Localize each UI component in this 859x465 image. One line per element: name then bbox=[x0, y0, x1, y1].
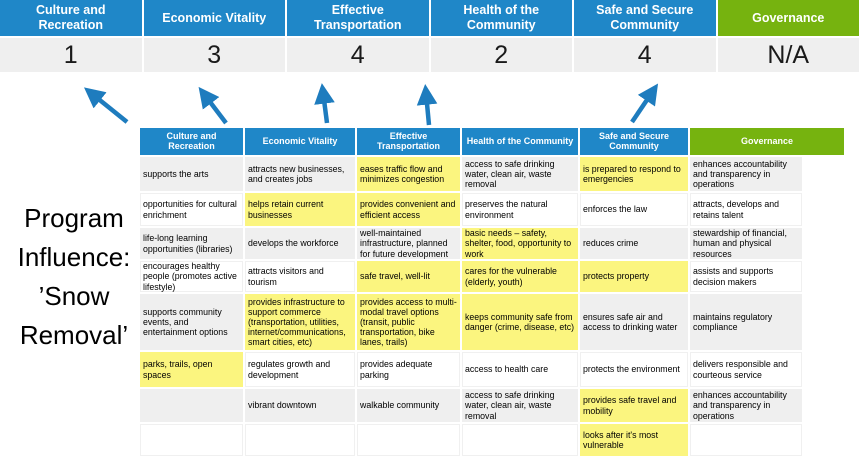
summary-header-safe-and-secure-community: Safe and Secure Community bbox=[574, 0, 716, 36]
summary-score-governance: N/A bbox=[717, 38, 859, 72]
matrix-cell-r8-c1 bbox=[140, 424, 243, 456]
matrix-cell-r7-c1 bbox=[140, 389, 243, 422]
matrix-header-economic-vitality: Economic Vitality bbox=[245, 128, 355, 155]
matrix-cell-r1-c3: eases traffic flow and minimizes congest… bbox=[357, 157, 460, 191]
summary-grid: Culture and Recreation Economic Vitality E… bbox=[0, 0, 859, 72]
matrix-cell-r1-c5: is prepared to respond to emergencies bbox=[580, 157, 688, 191]
program-label-line: Influence: bbox=[17, 242, 131, 272]
matrix-header-safe-and-secure-community: Safe and Secure Community bbox=[580, 128, 688, 155]
summary-score-safe-and-secure-community: 4 bbox=[574, 38, 716, 72]
matrix-cell-r2-c2: helps retain current businesses bbox=[245, 193, 355, 226]
summary-header-culture-and-recreation: Culture and Recreation bbox=[0, 0, 142, 36]
matrix-cell-r5-c5: ensures safe air and access to drinking … bbox=[580, 294, 688, 350]
matrix-cell-r5-c3: provides access to multi-modal travel op… bbox=[357, 294, 460, 350]
matrix-cell-r3-c3: well-maintained infrastructure, planned … bbox=[357, 228, 460, 259]
matrix-cell-r4-c3: safe travel, well-lit bbox=[357, 261, 460, 292]
summary-score-effective-transportation: 4 bbox=[287, 38, 429, 72]
matrix-cell-r3-c6: stewardship of financial, human and phys… bbox=[690, 228, 802, 259]
matrix-phantom-r1 bbox=[804, 157, 844, 191]
matrix-phantom-r7 bbox=[804, 389, 844, 422]
matrix-cell-r6-c1: parks, trails, open spaces bbox=[140, 352, 243, 387]
matrix-cell-r5-c6: maintains regulatory compliance bbox=[690, 294, 802, 350]
matrix-table: Culture and Recreation Economic Vitality E… bbox=[140, 128, 844, 456]
matrix-cell-r1-c4: access to safe drinking water, clean air… bbox=[462, 157, 578, 191]
matrix-cell-r5-c1: supports community events, and entertain… bbox=[140, 294, 243, 350]
matrix-cell-r2-c6: attracts, develops and retains talent bbox=[690, 193, 802, 226]
matrix-cell-r7-c4: access to safe drinking water, clean air… bbox=[462, 389, 578, 422]
matrix-cell-r1-c2: attracts new businesses, and creates job… bbox=[245, 157, 355, 191]
matrix-cell-r6-c3: provides adequate parking bbox=[357, 352, 460, 387]
summary-score-culture-and-recreation: 1 bbox=[0, 38, 142, 72]
up-arrow-1 bbox=[83, 87, 129, 124]
matrix-cell-r3-c2: develops the workforce bbox=[245, 228, 355, 259]
matrix-cell-r2-c1: opportunities for cultural enrichment bbox=[140, 193, 243, 226]
summary-score-economic-vitality: 3 bbox=[143, 38, 285, 72]
matrix-header-health-of-the-community: Health of the Community bbox=[462, 128, 578, 155]
up-arrow-3 bbox=[314, 83, 335, 124]
score-arrows bbox=[83, 83, 659, 126]
matrix-cell-r8-c5: looks after it's most vulnerable bbox=[580, 424, 688, 456]
matrix-cell-r5-c4: keeps community safe from danger (crime,… bbox=[462, 294, 578, 350]
summary-header-governance: Governance bbox=[717, 0, 859, 36]
matrix-cell-r4-c6: assists and supports decision makers bbox=[690, 261, 802, 292]
matrix-cell-r8-c4 bbox=[462, 424, 578, 456]
matrix-cell-r7-c3: walkable community bbox=[357, 389, 460, 422]
summary-score-health-of-the-community: 2 bbox=[430, 38, 572, 72]
matrix-cell-r6-c4: access to health care bbox=[462, 352, 578, 387]
matrix-header-culture-and-recreation: Culture and Recreation bbox=[140, 128, 243, 155]
matrix-cell-r2-c3: provides convenient and efficient access bbox=[357, 193, 460, 226]
matrix-cell-r3-c1: life-long learning opportunities (librar… bbox=[140, 228, 243, 259]
matrix-phantom-r4 bbox=[804, 261, 844, 292]
matrix-cell-r6-c5: protects the environment bbox=[580, 352, 688, 387]
program-label-line: Program bbox=[24, 203, 124, 233]
matrix-cell-r5-c2: provides infrastructure to support comme… bbox=[245, 294, 355, 350]
program-label-line: ’Snow bbox=[38, 281, 110, 311]
matrix-cell-r7-c5: provides safe travel and mobility bbox=[580, 389, 688, 422]
matrix-phantom-r3 bbox=[804, 228, 844, 259]
summary-header-health-of-the-community: Health of the Community bbox=[430, 0, 572, 36]
matrix-cell-r2-c4: preserves the natural environment bbox=[462, 193, 578, 226]
matrix-cell-r6-c6: delivers responsible and courteous servi… bbox=[690, 352, 802, 387]
matrix-cell-r8-c2 bbox=[245, 424, 355, 456]
matrix-cell-r4-c4: cares for the vulnerable (elderly, youth… bbox=[462, 261, 578, 292]
up-arrow-4 bbox=[416, 84, 438, 126]
program-label-line: Removal’ bbox=[19, 320, 129, 350]
matrix-cell-r7-c6: enhances accountability and transparency… bbox=[690, 389, 802, 422]
matrix-phantom-r8 bbox=[804, 424, 844, 456]
up-arrow-2 bbox=[198, 86, 228, 125]
matrix-cell-r1-c6: enhances accountability and transparency… bbox=[690, 157, 802, 191]
matrix-cell-r3-c4: basic needs – safety, shelter, food, opp… bbox=[462, 228, 578, 259]
matrix-phantom-r2 bbox=[804, 193, 844, 226]
matrix-cell-r6-c2: regulates growth and development bbox=[245, 352, 355, 387]
matrix-cell-r1-c1: supports the arts bbox=[140, 157, 243, 191]
program-influence-label: Program Influence: ’Snow Removal’ bbox=[0, 199, 148, 355]
up-arrow-5 bbox=[630, 83, 659, 124]
matrix-phantom-r6 bbox=[804, 352, 844, 387]
matrix-header-effective-transportation: Effective Transportation bbox=[357, 128, 460, 155]
matrix-cell-r4-c5: protects property bbox=[580, 261, 688, 292]
matrix-cell-r3-c5: reduces crime bbox=[580, 228, 688, 259]
matrix-phantom-r5 bbox=[804, 294, 844, 350]
matrix-cell-r4-c2: attracts visitors and tourism bbox=[245, 261, 355, 292]
matrix-cell-r2-c5: enforces the law bbox=[580, 193, 688, 226]
matrix-header-governance: Governance bbox=[690, 128, 844, 155]
summary-header-economic-vitality: Economic Vitality bbox=[143, 0, 285, 36]
summary-header-effective-transportation: Effective Transportation bbox=[287, 0, 429, 36]
matrix-cell-r4-c1: encourages healthy people (promotes acti… bbox=[140, 261, 243, 292]
matrix-cell-r8-c6 bbox=[690, 424, 802, 456]
matrix-cell-r7-c2: vibrant downtown bbox=[245, 389, 355, 422]
matrix-cell-r8-c3 bbox=[357, 424, 460, 456]
